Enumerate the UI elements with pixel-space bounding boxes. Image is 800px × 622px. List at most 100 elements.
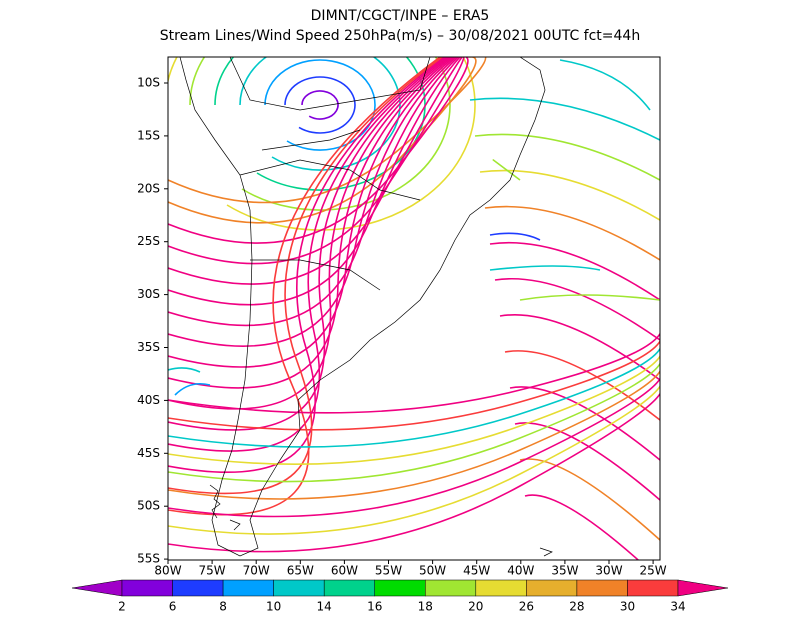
streamline <box>489 241 660 301</box>
colorbar-segment <box>222 579 274 597</box>
streamline <box>174 382 211 396</box>
islands <box>209 484 553 557</box>
x-tick-label: 75W <box>199 564 226 578</box>
colorbar-label: 16 <box>367 600 382 614</box>
x-tick-label: 65W <box>287 564 314 578</box>
y-tick-label: 55S <box>137 552 160 566</box>
streamline <box>284 76 356 134</box>
streamline <box>168 328 660 431</box>
colorbar-segment <box>172 579 224 597</box>
colorbar-low-arrow <box>71 579 123 597</box>
streamline <box>189 57 451 211</box>
colorbar-label: 26 <box>519 600 534 614</box>
streamline <box>301 90 339 120</box>
streamline <box>168 57 449 431</box>
colorbar-label: 30 <box>620 600 635 614</box>
coastline <box>179 57 553 557</box>
x-tick-label: 45W <box>463 564 490 578</box>
colorbar-label: 2 <box>118 600 126 614</box>
colorbar-label: 6 <box>169 600 177 614</box>
colorbar-segment <box>576 579 628 597</box>
axes: 80W 75W 70W 65W 60W 55W 50W 45W 40W 35W 30W 25W 10S 1… <box>137 76 667 578</box>
streamline <box>168 368 660 518</box>
streamline <box>168 57 443 495</box>
colorbar-label: 10 <box>266 600 281 614</box>
streamline <box>479 169 660 221</box>
x-tick-label: 50W <box>419 564 446 578</box>
x-tick-label: 60W <box>331 564 358 578</box>
colorbar-segment <box>374 579 426 597</box>
streamline <box>168 344 660 465</box>
x-tick-label: 35W <box>551 564 578 578</box>
streamline <box>168 57 487 204</box>
streamline <box>168 57 477 224</box>
colorbar-label: 28 <box>569 600 584 614</box>
streamline <box>168 57 447 452</box>
y-tick-label: 30S <box>137 287 160 301</box>
streamline <box>168 57 457 347</box>
border <box>229 57 431 291</box>
streamline <box>168 57 461 306</box>
y-tick-label: 25S <box>137 234 160 248</box>
colorbar-segment <box>526 579 578 597</box>
south-america-outline <box>179 57 546 557</box>
streamline <box>474 133 660 181</box>
streamline <box>519 458 660 541</box>
streamline <box>469 97 660 141</box>
map-plot: 80W 75W 70W 65W 60W 55W 50W 45W 40W 35W 30W 25W 10S 1… <box>137 56 667 578</box>
x-tick-label: 55W <box>375 564 402 578</box>
streamline <box>214 57 426 191</box>
streamline <box>499 314 660 381</box>
colorbar-segment <box>121 579 173 597</box>
colorbar-high-arrow <box>677 579 729 597</box>
streamlines <box>168 57 660 560</box>
streamline <box>168 320 660 414</box>
streamline <box>489 232 541 241</box>
streamline <box>168 57 441 516</box>
colorbar-segment <box>425 579 477 597</box>
x-tick-label: 40W <box>507 564 534 578</box>
frame <box>167 56 661 561</box>
streamline <box>492 159 521 181</box>
x-tick-label: 30W <box>595 564 622 578</box>
colorbar-label: 34 <box>670 600 685 614</box>
streamline <box>168 57 469 244</box>
streamline <box>489 265 601 271</box>
streamline <box>168 376 660 535</box>
y-tick-label: 10S <box>137 76 160 90</box>
streamline <box>519 294 660 301</box>
streamline <box>168 57 465 265</box>
streamline <box>264 59 376 151</box>
streamline <box>168 336 660 448</box>
streamline <box>168 352 660 483</box>
colorbar-label: 20 <box>468 600 483 614</box>
colorbar-label: 18 <box>418 600 433 614</box>
x-tick-label: 25W <box>640 564 667 578</box>
colorbar-segment <box>627 579 679 597</box>
y-tick-label: 40S <box>137 393 160 407</box>
title: DIMNT/CGCT/INPE – ERA5 <box>311 8 490 24</box>
y-tick-label: 15S <box>137 128 160 142</box>
streamline <box>504 350 660 421</box>
colorbar-segment <box>475 579 527 597</box>
streamline <box>494 277 660 341</box>
y-tick-label: 35S <box>137 340 160 354</box>
x-tick-label: 70W <box>243 564 270 578</box>
streamline <box>168 360 660 500</box>
colorbar-segment <box>323 579 375 597</box>
colorbar-label: 8 <box>219 600 227 614</box>
streamline <box>514 422 660 501</box>
colorbar-segment <box>273 579 325 597</box>
streamline <box>559 59 651 111</box>
streamline <box>168 384 660 553</box>
streamline <box>168 57 451 410</box>
streamline <box>168 367 201 373</box>
colorbar: 2 6 8 10 14 16 18 20 26 28 30 34 <box>71 579 729 614</box>
streamline <box>168 57 455 368</box>
colorbar-label: 14 <box>317 600 332 614</box>
streamline <box>168 57 453 389</box>
x-tick-label: 80W <box>154 564 181 578</box>
y-tick-label: 45S <box>137 446 160 460</box>
streamline <box>168 57 445 473</box>
